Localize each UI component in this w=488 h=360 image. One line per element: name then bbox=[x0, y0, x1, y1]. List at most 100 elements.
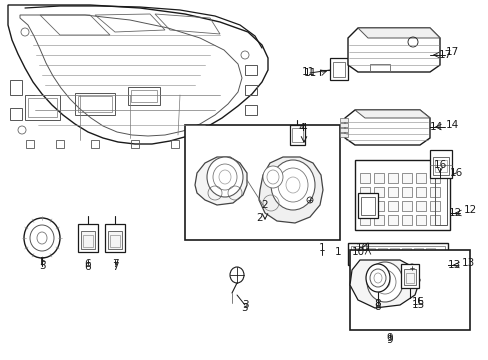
Bar bbox=[403, 269, 415, 285]
Bar bbox=[365, 248, 374, 260]
Bar bbox=[131, 90, 157, 102]
Polygon shape bbox=[195, 157, 246, 205]
Text: 9: 9 bbox=[386, 335, 392, 345]
Polygon shape bbox=[354, 110, 429, 118]
Bar bbox=[429, 215, 439, 225]
Bar bbox=[349, 250, 469, 330]
Bar bbox=[387, 187, 397, 197]
Text: 10: 10 bbox=[351, 247, 364, 257]
Bar bbox=[78, 224, 98, 252]
Text: 6: 6 bbox=[84, 259, 91, 269]
Bar bbox=[244, 105, 257, 115]
Bar bbox=[28, 98, 57, 117]
Bar bbox=[329, 58, 347, 80]
Ellipse shape bbox=[365, 264, 389, 292]
Text: 8: 8 bbox=[374, 299, 381, 309]
Bar bbox=[359, 215, 369, 225]
Bar bbox=[360, 197, 374, 215]
Bar bbox=[373, 173, 383, 183]
Text: 17: 17 bbox=[437, 50, 451, 60]
Bar bbox=[10, 80, 22, 95]
Bar bbox=[373, 215, 383, 225]
Bar bbox=[401, 248, 410, 260]
Bar bbox=[244, 65, 257, 75]
Text: 16: 16 bbox=[432, 160, 446, 170]
Bar bbox=[389, 248, 398, 260]
Text: 14: 14 bbox=[428, 122, 442, 132]
Bar bbox=[359, 187, 369, 197]
Text: 2: 2 bbox=[256, 213, 263, 223]
Bar bbox=[400, 264, 418, 288]
Text: 14: 14 bbox=[445, 120, 458, 130]
Bar bbox=[354, 160, 449, 230]
Text: 7: 7 bbox=[111, 262, 118, 272]
Text: 1: 1 bbox=[318, 243, 325, 253]
Bar bbox=[128, 87, 160, 105]
Bar bbox=[110, 235, 120, 247]
Bar bbox=[415, 215, 425, 225]
Bar bbox=[387, 201, 397, 211]
Bar bbox=[184, 125, 339, 240]
Bar bbox=[415, 173, 425, 183]
Text: 16: 16 bbox=[448, 168, 462, 178]
Bar bbox=[347, 243, 447, 265]
Text: 8: 8 bbox=[374, 302, 381, 312]
Bar bbox=[108, 231, 122, 249]
Text: 13: 13 bbox=[447, 260, 460, 270]
Bar bbox=[350, 246, 444, 262]
Bar bbox=[353, 248, 362, 260]
Bar bbox=[105, 224, 125, 252]
Bar bbox=[415, 187, 425, 197]
Text: 10: 10 bbox=[355, 243, 368, 253]
Text: 4: 4 bbox=[298, 123, 305, 133]
Bar bbox=[339, 133, 347, 137]
Text: 13: 13 bbox=[461, 258, 474, 268]
Bar bbox=[75, 93, 115, 115]
Bar bbox=[401, 215, 411, 225]
Text: 5: 5 bbox=[39, 257, 45, 267]
Bar bbox=[434, 160, 446, 172]
Bar bbox=[387, 173, 397, 183]
Bar bbox=[401, 173, 411, 183]
Bar bbox=[91, 140, 99, 148]
Bar bbox=[405, 273, 413, 283]
Text: 9: 9 bbox=[386, 333, 392, 343]
Bar bbox=[83, 235, 93, 247]
Bar bbox=[26, 140, 34, 148]
Text: 11: 11 bbox=[301, 67, 314, 77]
Bar bbox=[401, 187, 411, 197]
Polygon shape bbox=[357, 28, 439, 38]
Bar bbox=[415, 201, 425, 211]
Bar bbox=[429, 150, 451, 178]
Text: 3: 3 bbox=[241, 300, 248, 310]
Bar bbox=[401, 201, 411, 211]
Bar bbox=[413, 248, 422, 260]
Text: 5: 5 bbox=[39, 261, 45, 271]
Bar bbox=[244, 85, 257, 95]
Text: 15: 15 bbox=[410, 300, 424, 310]
Text: 2: 2 bbox=[261, 200, 268, 210]
Bar bbox=[359, 173, 369, 183]
Polygon shape bbox=[259, 157, 323, 223]
Bar bbox=[377, 248, 386, 260]
Bar bbox=[78, 96, 112, 112]
Polygon shape bbox=[349, 260, 419, 308]
Bar bbox=[25, 95, 60, 120]
Bar bbox=[289, 125, 305, 145]
Text: 17: 17 bbox=[445, 47, 458, 57]
Bar bbox=[429, 201, 439, 211]
Polygon shape bbox=[20, 15, 242, 136]
Polygon shape bbox=[347, 28, 439, 72]
Text: 6: 6 bbox=[84, 262, 91, 272]
Bar bbox=[131, 140, 139, 148]
Text: 7: 7 bbox=[111, 259, 118, 269]
Bar bbox=[429, 187, 439, 197]
Bar bbox=[432, 157, 448, 175]
Bar bbox=[373, 187, 383, 197]
Polygon shape bbox=[345, 110, 429, 145]
Bar bbox=[429, 173, 439, 183]
Ellipse shape bbox=[263, 166, 283, 188]
Ellipse shape bbox=[366, 262, 402, 302]
Ellipse shape bbox=[24, 218, 60, 258]
Bar bbox=[373, 201, 383, 211]
